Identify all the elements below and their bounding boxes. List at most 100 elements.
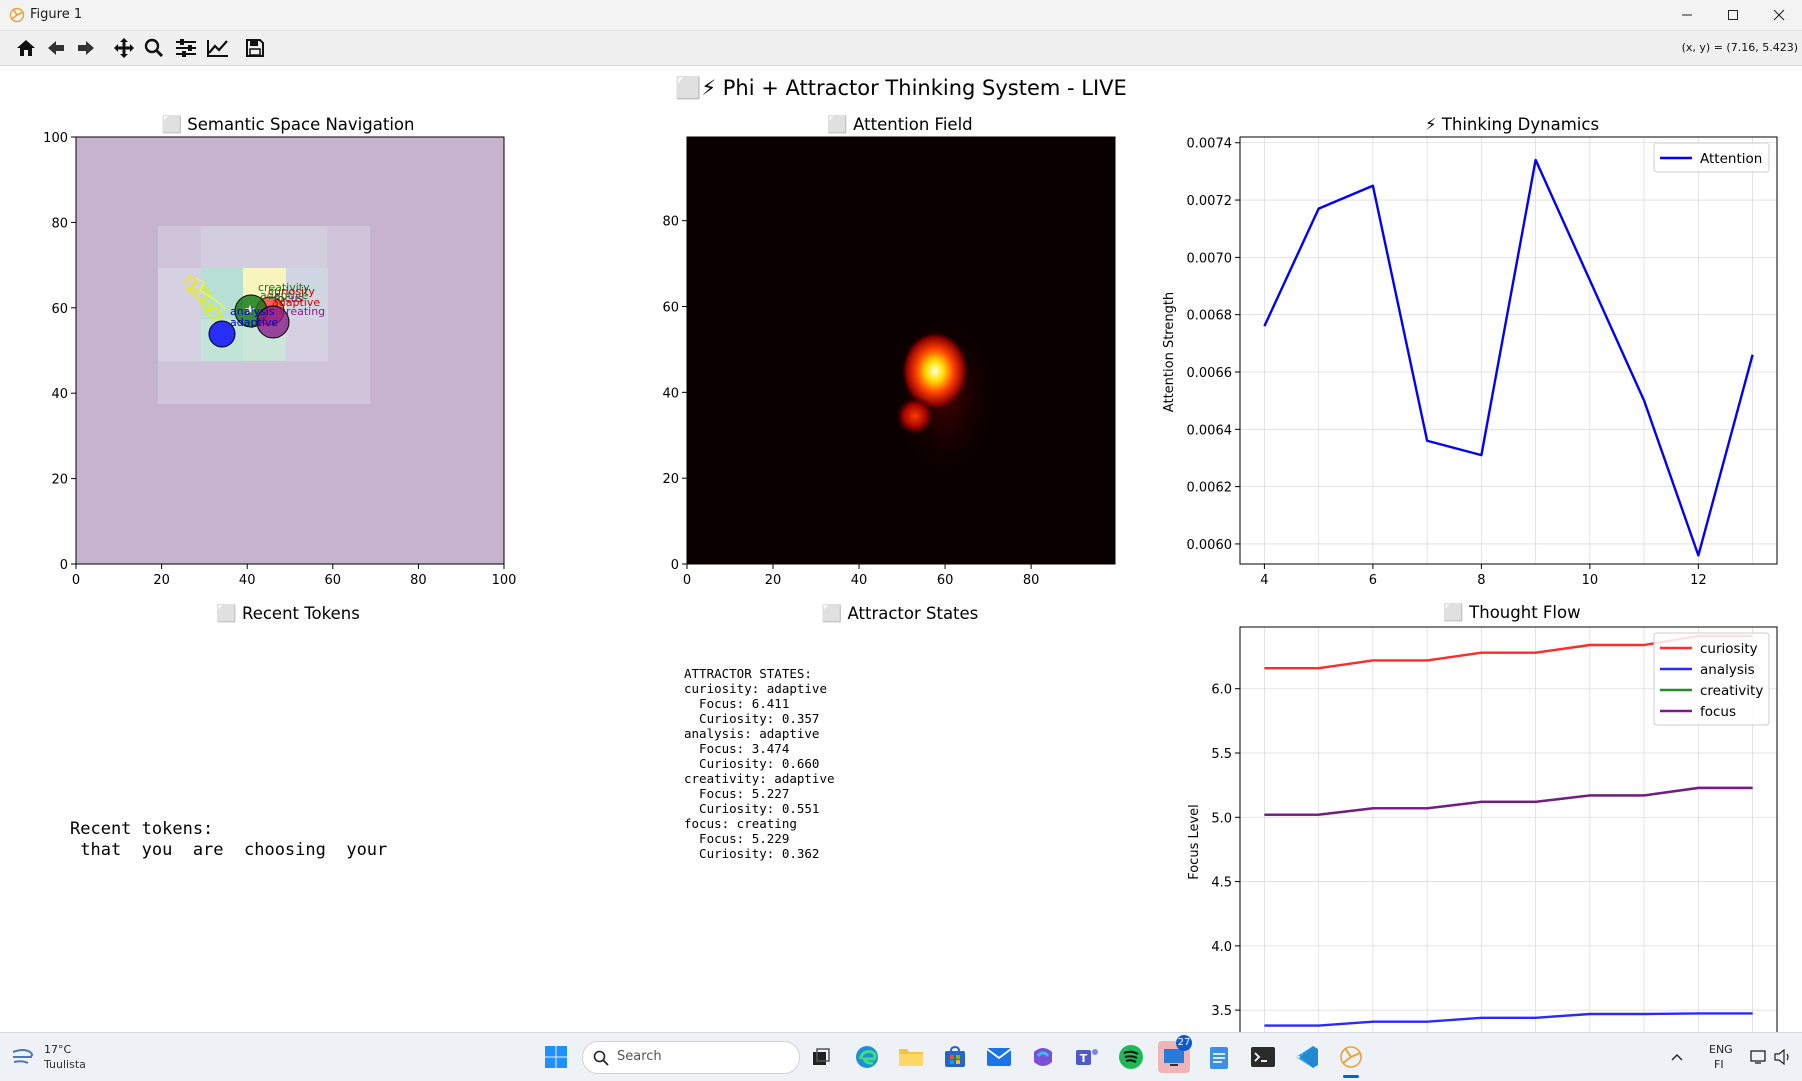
start-button[interactable] xyxy=(540,1041,572,1073)
taskbar-matplotlib-figure[interactable] xyxy=(1335,1041,1367,1078)
matplotlib-icon xyxy=(1340,1046,1362,1068)
taskbar-store[interactable] xyxy=(939,1041,971,1073)
attractor-state-line: ATTRACTOR STATES: xyxy=(684,666,812,681)
xtick-label: 12 xyxy=(1690,573,1707,588)
semantic-ytick-label: 60 xyxy=(51,302,68,317)
maximize-icon xyxy=(1728,10,1738,20)
legend-label: creativity xyxy=(1700,683,1763,699)
taskbar-remote-app[interactable]: 27 xyxy=(1158,1035,1192,1073)
semantic-heat-cell-e xyxy=(286,268,328,319)
zoom-button[interactable] xyxy=(140,35,168,61)
network-status[interactable] xyxy=(1748,1041,1770,1073)
task-view-button[interactable] xyxy=(805,1041,837,1073)
ytick-label: 0.0074 xyxy=(1187,137,1233,152)
forward-icon xyxy=(78,41,94,55)
zoom-icon xyxy=(144,38,164,58)
close-button[interactable] xyxy=(1756,0,1802,30)
taskbar-office[interactable] xyxy=(1027,1041,1059,1073)
edit-axis-button[interactable] xyxy=(204,35,232,61)
legend-label: Attention xyxy=(1700,151,1762,167)
attractor-state-line: analysis: adaptive xyxy=(684,726,819,741)
taskbar-terminal[interactable] xyxy=(1247,1041,1279,1073)
window-titlebar: Figure 1 xyxy=(0,0,1802,31)
forward-button[interactable] xyxy=(72,35,100,61)
chevron-up-icon xyxy=(1671,1054,1683,1061)
taskbar-mail[interactable] xyxy=(983,1041,1015,1073)
save-button[interactable] xyxy=(241,35,269,61)
active-indicator xyxy=(1343,1075,1359,1078)
attractor-state-line: focus: creating xyxy=(684,816,797,831)
attention-field-plot xyxy=(686,136,1116,565)
figure-canvas[interactable]: ⬜⚡ Phi + Attractor Thinking System - LIV… xyxy=(0,66,1802,1032)
edge-browser-icon xyxy=(856,1046,878,1068)
taskbar-notepad[interactable] xyxy=(1203,1041,1235,1073)
wind-icon xyxy=(12,1049,33,1064)
xtick-label: 6 xyxy=(1369,573,1377,588)
ytick-label: 4.5 xyxy=(1211,876,1232,891)
show-hidden-icons-button[interactable] xyxy=(1667,1041,1687,1073)
semantic-space-plot: ★ creativity curiosity analysis focus ad… xyxy=(75,136,505,565)
pan-button[interactable] xyxy=(110,35,138,61)
back-button[interactable] xyxy=(42,35,70,61)
configure-subplots-button[interactable] xyxy=(172,35,200,61)
ytick-label: 5.5 xyxy=(1211,747,1232,762)
home-button[interactable] xyxy=(12,35,40,61)
cursor-coordinates: (x, y) = (7.16, 5.423) xyxy=(1681,41,1798,54)
attractor-label-analysis: analysis xyxy=(230,305,275,318)
language-indicator[interactable]: ENG xyxy=(1709,1043,1733,1056)
attention-ytick-label: 40 xyxy=(662,386,679,401)
attractor-state-label-creativity: adaptive xyxy=(260,289,308,302)
pan-icon xyxy=(114,38,134,58)
save-icon xyxy=(246,39,264,57)
keyboard-layout-indicator[interactable]: FI xyxy=(1714,1058,1724,1071)
attractor-states-text: ATTRACTOR STATES:curiosity: adaptive Foc… xyxy=(684,666,835,861)
taskbar-edge[interactable] xyxy=(851,1041,883,1073)
volume-control[interactable] xyxy=(1772,1041,1794,1073)
minimize-button[interactable] xyxy=(1664,0,1710,30)
taskbar-spotify[interactable] xyxy=(1115,1041,1147,1073)
search-placeholder: Search xyxy=(617,1049,662,1064)
semantic-xtick-label: 60 xyxy=(325,573,342,588)
attractor-state-line: Focus: 5.229 xyxy=(684,831,789,846)
thought-trajectory-2 xyxy=(195,277,227,311)
legend-box xyxy=(1653,142,1770,173)
semantic-axes-frame xyxy=(75,136,505,565)
attention-ytick-label: 20 xyxy=(662,472,679,487)
taskbar-vscode[interactable] xyxy=(1291,1041,1323,1073)
search-icon xyxy=(593,1050,609,1066)
taskbar-teams[interactable]: T xyxy=(1071,1041,1103,1073)
semantic-axis-ticks: 0 20 40 60 80 100 0 20 40 60 80 100 xyxy=(43,131,516,588)
notepad-icon xyxy=(1210,1047,1228,1069)
attractor-state-line: curiosity: adaptive xyxy=(684,681,827,696)
taskbar-search-box[interactable]: Search xyxy=(582,1041,800,1074)
minimize-icon xyxy=(1682,14,1692,16)
axes-frame xyxy=(1239,136,1778,565)
office-copilot-icon xyxy=(1034,1048,1052,1066)
focus-attractor-dot xyxy=(256,305,290,339)
semantic-xtick-label: 100 xyxy=(492,573,517,588)
weather-widget[interactable] xyxy=(10,1042,40,1072)
folder-icon xyxy=(899,1049,923,1066)
svg-text:T: T xyxy=(1080,1052,1088,1065)
semantic-ytick-label: 80 xyxy=(51,216,68,231)
attention-xtick-label: 80 xyxy=(1023,573,1040,588)
attractor-state-line: Curiosity: 0.660 xyxy=(684,756,819,771)
semantic-xtick-label: 80 xyxy=(410,573,427,588)
attractor-state-label-curiosity: adaptive xyxy=(272,296,320,309)
legend-label: analysis xyxy=(1700,662,1755,678)
maximize-button[interactable] xyxy=(1710,0,1756,30)
ytick-label: 4.0 xyxy=(1211,940,1232,955)
attractor-state-line: Curiosity: 0.357 xyxy=(684,711,819,726)
attention-xtick-label: 60 xyxy=(937,573,954,588)
thinking-dynamics-title: ⚡ Thinking Dynamics xyxy=(1425,115,1599,134)
attractor-state-line: Focus: 5.227 xyxy=(684,786,789,801)
semantic-ytick-label: 100 xyxy=(43,131,68,146)
taskbar-file-explorer[interactable] xyxy=(895,1041,927,1073)
matplotlib-app-icon xyxy=(9,7,25,23)
thought-flow-title: ⬜ Thought Flow xyxy=(1443,603,1580,622)
back-icon xyxy=(48,41,64,55)
thought-flow-chart: 3.5 4.0 4.5 5.0 5.5 6.0 curiosity analysis creat… xyxy=(1211,626,1778,1032)
remote-desktop-icon xyxy=(1164,1049,1184,1066)
home-icon xyxy=(17,40,35,56)
attention-hotspot-primary xyxy=(901,331,969,411)
